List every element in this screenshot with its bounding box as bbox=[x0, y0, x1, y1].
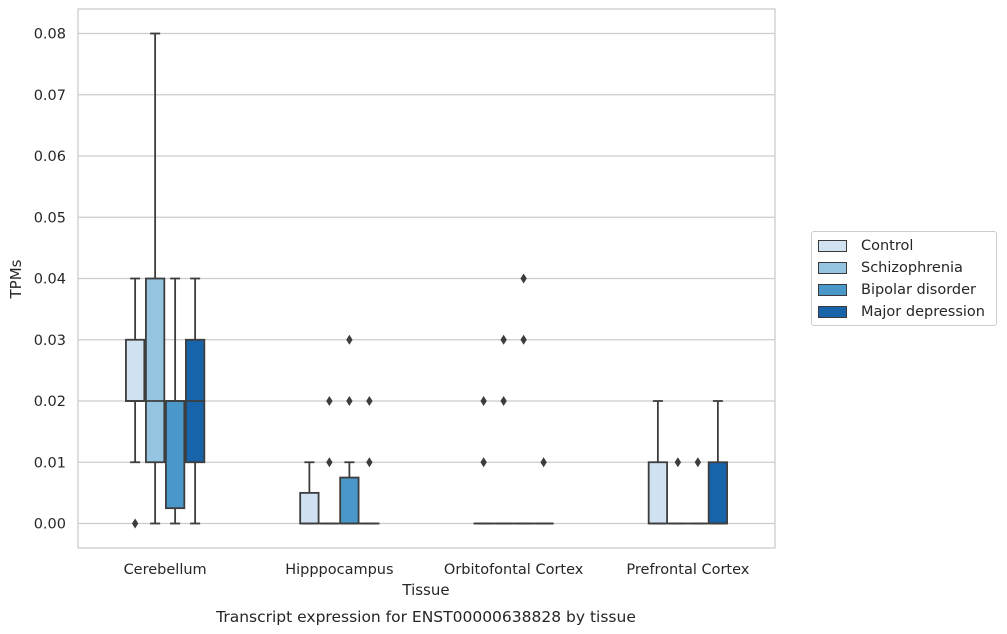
box-group bbox=[707, 400, 728, 525]
x-tick-label: Hipppocampus bbox=[285, 562, 393, 578]
y-tick-label: 0.04 bbox=[34, 272, 66, 288]
box bbox=[339, 476, 360, 525]
box-group bbox=[319, 396, 340, 525]
legend-label-bipolar-disorder: Bipolar disorder bbox=[861, 282, 976, 298]
legend-label-schizophrenia: Schizophrenia bbox=[861, 260, 963, 276]
box-group bbox=[299, 461, 320, 525]
box bbox=[125, 338, 146, 402]
y-tick-label: 0.07 bbox=[34, 88, 66, 104]
legend-item-major-depression: Major depression bbox=[818, 302, 985, 322]
box-group bbox=[145, 32, 166, 525]
x-tick-labels: Cerebellum Hipppocampus Orbitofontal Corte… bbox=[124, 562, 750, 578]
outlier-point bbox=[326, 396, 333, 406]
box-group bbox=[533, 457, 554, 525]
box-layer bbox=[125, 32, 728, 529]
box-group bbox=[513, 273, 534, 525]
legend-swatch-major-depression bbox=[818, 306, 847, 318]
outlier-point bbox=[366, 396, 373, 406]
x-tick-label: Orbitofontal Cortex bbox=[444, 562, 584, 578]
x-tick-label: Prefrontal Cortex bbox=[626, 562, 749, 578]
y-tick-label: 0.08 bbox=[34, 27, 66, 43]
legend-swatch-bipolar-disorder bbox=[818, 284, 847, 296]
outlier-point bbox=[326, 457, 333, 468]
x-axis-label: Tissue bbox=[401, 581, 449, 599]
outlier-point bbox=[366, 457, 373, 468]
box-group bbox=[667, 457, 688, 525]
y-axis-label: TPMs bbox=[7, 259, 25, 299]
y-tick-label: 0.02 bbox=[34, 394, 66, 410]
box-group bbox=[125, 277, 146, 529]
outlier-point bbox=[674, 457, 682, 468]
legend-item-schizophrenia: Schizophrenia bbox=[818, 258, 963, 278]
outlier-point bbox=[480, 457, 487, 468]
box-group bbox=[493, 334, 514, 525]
outlier-point bbox=[540, 457, 547, 468]
box-group bbox=[359, 396, 380, 525]
outlier-point bbox=[520, 334, 527, 345]
box-group bbox=[165, 277, 186, 525]
legend-swatch-schizophrenia bbox=[818, 262, 847, 274]
legend: Control Schizophrenia Bipolar disorder M… bbox=[811, 231, 997, 326]
y-tick-label: 0.00 bbox=[34, 517, 66, 533]
box bbox=[145, 277, 166, 464]
outlier-point bbox=[500, 334, 507, 345]
box bbox=[647, 461, 668, 525]
box-group bbox=[473, 396, 494, 525]
outlier-point bbox=[520, 273, 527, 284]
chart-title: Transcript expression for ENST0000063882… bbox=[215, 608, 636, 626]
outlier-point bbox=[346, 396, 353, 406]
legend-label-major-depression: Major depression bbox=[861, 304, 985, 320]
outlier-point bbox=[346, 334, 353, 345]
plot-frame bbox=[77, 8, 776, 549]
y-tick-label: 0.06 bbox=[34, 149, 66, 165]
outlier-point bbox=[131, 518, 139, 529]
box-group bbox=[647, 400, 668, 525]
legend-item-control: Control bbox=[818, 236, 913, 256]
y-tick-label: 0.03 bbox=[34, 333, 66, 349]
legend-swatch-control bbox=[818, 240, 847, 252]
box-group bbox=[339, 334, 360, 525]
legend-label-control: Control bbox=[861, 238, 914, 254]
x-tick-label: Cerebellum bbox=[124, 562, 207, 578]
box bbox=[299, 491, 320, 525]
box bbox=[165, 400, 186, 510]
legend-item-bipolar-disorder: Bipolar disorder bbox=[818, 280, 976, 300]
y-tick-label: 0.01 bbox=[34, 455, 66, 471]
outlier-point bbox=[480, 396, 487, 406]
box-group bbox=[687, 457, 708, 525]
y-tick-labels: 0.00 0.01 0.02 0.03 0.04 0.05 0.06 0.07 0.08 bbox=[34, 27, 66, 533]
box-group bbox=[185, 277, 206, 525]
box bbox=[707, 461, 728, 525]
y-tick-label: 0.05 bbox=[34, 210, 66, 226]
outlier-point bbox=[500, 396, 507, 406]
outlier-point bbox=[694, 457, 702, 468]
